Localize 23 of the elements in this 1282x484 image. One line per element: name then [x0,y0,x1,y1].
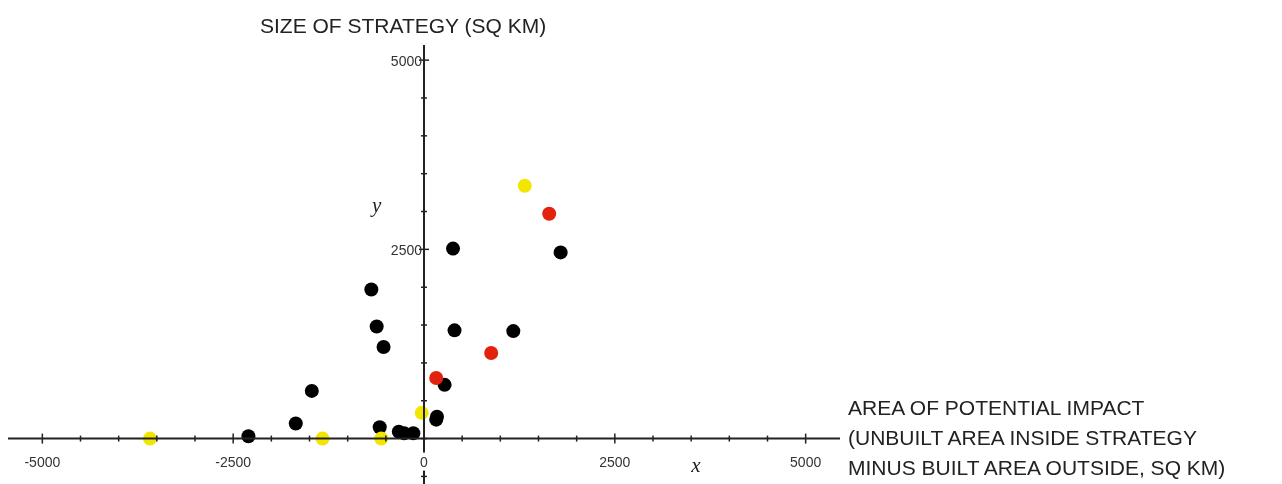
x-axis-title: AREA OF POTENTIAL IMPACT (UNBUILT AREA INSIDE STRATEGY MINUS BUILT AREA OUTSIDE, SQ KM) [848,394,1226,481]
point [369,319,384,334]
point [446,241,461,256]
point [553,245,568,260]
point [376,340,391,354]
point [288,416,303,431]
point [542,206,557,221]
annotation: y [372,193,382,218]
y-axis-title: SIZE OF STRATEGY (SQ KM) [260,14,547,38]
point [517,178,532,193]
annotation: x [691,452,701,478]
point [372,420,387,435]
point [506,324,521,339]
point [364,282,379,297]
point [304,383,319,398]
point [429,371,444,386]
x-tick-label: -5000 [24,453,61,470]
point [447,323,462,338]
x-tick-label: -2500 [215,453,252,470]
x-tick-label: 5000 [790,453,822,470]
x-tick-label: 0 [420,453,429,470]
x-tick-label: 2500 [599,453,631,470]
point [484,346,499,361]
